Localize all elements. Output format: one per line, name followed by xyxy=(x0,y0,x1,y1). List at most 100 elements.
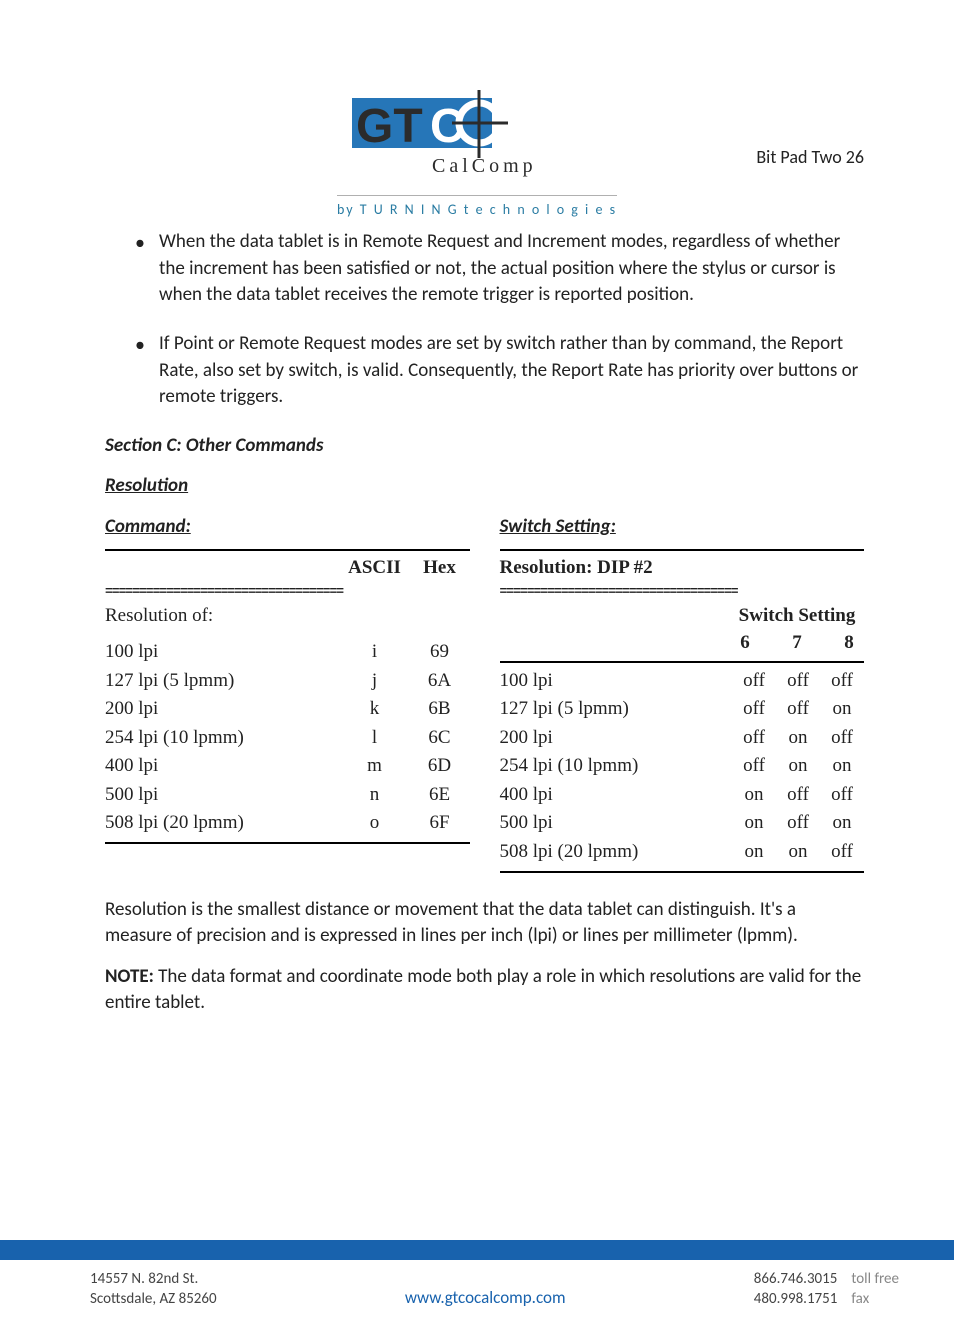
switch-label: 100 lpi xyxy=(500,668,733,695)
switch-row: 200 lpioffonoff xyxy=(500,724,865,753)
cmd-row: 508 lpi (20 lpmm)o6F xyxy=(105,809,470,838)
switch-label: 200 lpi xyxy=(500,725,733,752)
switch-row: 500 lpionoffon xyxy=(500,809,865,838)
footer-phone-fax-label: fax xyxy=(851,1290,869,1310)
footer-addr-line2: Scottsdale, AZ 85260 xyxy=(90,1290,217,1310)
bullet-item: When the data tablet is in Remote Reques… xyxy=(159,229,864,309)
switch-val-7: off xyxy=(776,668,820,695)
cmd-subhead: Resolution of: xyxy=(105,601,470,638)
logo-tagline: by T U R N I N G t e c h n o l o g i e s xyxy=(0,200,954,220)
cmd-hex: 6C xyxy=(410,725,470,752)
switch-val-8: off xyxy=(820,839,864,866)
cmd-label: 508 lpi (20 lpmm) xyxy=(105,810,340,837)
switch-col-7: 7 xyxy=(782,630,812,657)
page-number: Bit Pad Two 26 xyxy=(756,145,864,170)
cmd-hex: 69 xyxy=(410,639,470,666)
switch-val-8: on xyxy=(820,810,864,837)
content-area: When the data tablet is in Remote Reques… xyxy=(0,219,954,1017)
cmd-label: 400 lpi xyxy=(105,753,340,780)
table-divider: =================================== xyxy=(105,583,470,601)
resolution-heading: Resolution xyxy=(105,473,864,500)
switch-table: Resolution: DIP #2 =====================… xyxy=(500,549,865,873)
footer-addr-line1: 14557 N. 82nd St. xyxy=(90,1270,217,1290)
cmd-row: 100 lpii69 xyxy=(105,638,470,667)
switch-val-6: off xyxy=(732,668,776,695)
note-text: The data format and coordinate mode both… xyxy=(105,965,861,1015)
switch-row: 127 lpi (5 lpmm)offoffon xyxy=(500,695,865,724)
footer: 14557 N. 82nd St. Scottsdale, AZ 85260 w… xyxy=(0,1260,954,1325)
switch-val-7: off xyxy=(776,810,820,837)
cmd-col-hex: Hex xyxy=(410,555,470,582)
cmd-ascii: i xyxy=(340,639,410,666)
logo-svg: GT C CalComp xyxy=(342,90,612,180)
cmd-row: 500 lpin6E xyxy=(105,781,470,810)
switch-val-6: on xyxy=(732,839,776,866)
note-paragraph: NOTE: The data format and coordinate mod… xyxy=(105,964,864,1017)
cmd-row: 127 lpi (5 lpmm)j6A xyxy=(105,667,470,696)
switch-column: Switch Setting: Resolution: DIP #2 =====… xyxy=(500,514,865,877)
resolution-paragraph: Resolution is the smallest distance or m… xyxy=(105,897,864,950)
cmd-ascii: j xyxy=(340,668,410,695)
switch-row: 508 lpi (20 lpmm)ononoff xyxy=(500,838,865,867)
svg-text:GT: GT xyxy=(356,100,423,153)
switch-label: 254 lpi (10 lpmm) xyxy=(500,753,733,780)
switch-head-label: Switch Setting xyxy=(739,603,856,630)
switch-col-6: 6 xyxy=(730,630,760,657)
switch-row: 400 lpionoffoff xyxy=(500,781,865,810)
switch-val-7: on xyxy=(776,753,820,780)
command-column: Command: ASCII Hex =====================… xyxy=(105,514,470,877)
logo-underline xyxy=(337,195,617,196)
switch-label: 500 lpi xyxy=(500,810,733,837)
table-divider: =================================== xyxy=(500,583,865,601)
cmd-col-blank xyxy=(105,555,340,582)
switch-table-title: Resolution: DIP #2 xyxy=(500,551,865,584)
switch-val-6: off xyxy=(732,753,776,780)
cmd-ascii: m xyxy=(340,753,410,780)
switch-label: 400 lpi xyxy=(500,782,733,809)
switch-heading: Switch Setting: xyxy=(500,514,865,541)
footer-phone-tollfree-label: toll free xyxy=(851,1270,899,1290)
switch-val-8: on xyxy=(820,696,864,723)
cmd-ascii: k xyxy=(340,696,410,723)
switch-val-8: off xyxy=(820,782,864,809)
switch-val-6: off xyxy=(732,696,776,723)
switch-val-7: on xyxy=(776,725,820,752)
switch-val-7: off xyxy=(776,696,820,723)
switch-val-8: off xyxy=(820,668,864,695)
svg-text:CalComp: CalComp xyxy=(432,155,537,177)
cmd-label: 100 lpi xyxy=(105,639,340,666)
note-label: NOTE: xyxy=(105,965,154,988)
section-c-title: Section C: Other Commands xyxy=(105,433,864,460)
cmd-ascii: l xyxy=(340,725,410,752)
footer-url[interactable]: www.gtcocalcomp.com xyxy=(405,1286,566,1310)
cmd-ascii: o xyxy=(340,810,410,837)
cmd-row: 254 lpi (10 lpmm)l6C xyxy=(105,724,470,753)
bullet-list: When the data tablet is in Remote Reques… xyxy=(159,229,864,411)
tables-two-column: Command: ASCII Hex =====================… xyxy=(105,514,864,877)
switch-val-7: on xyxy=(776,839,820,866)
cmd-hex: 6B xyxy=(410,696,470,723)
switch-row: 100 lpioffoffoff xyxy=(500,667,865,696)
bullet-item: If Point or Remote Request modes are set… xyxy=(159,331,864,411)
switch-val-8: on xyxy=(820,753,864,780)
switch-val-6: on xyxy=(732,810,776,837)
footer-phone-tollfree: 866.746.3015 xyxy=(754,1270,838,1290)
switch-col-8: 8 xyxy=(834,630,864,657)
switch-label: 508 lpi (20 lpmm) xyxy=(500,839,733,866)
command-heading: Command: xyxy=(105,514,470,541)
cmd-label: 200 lpi xyxy=(105,696,340,723)
switch-val-7: off xyxy=(776,782,820,809)
footer-phones: 866.746.3015 toll free 480.998.1751 fax xyxy=(754,1270,899,1309)
switch-row: 254 lpi (10 lpmm)offonon xyxy=(500,752,865,781)
footer-address: 14557 N. 82nd St. Scottsdale, AZ 85260 xyxy=(90,1270,217,1309)
cmd-hex: 6F xyxy=(410,810,470,837)
footer-bar xyxy=(0,1240,954,1260)
cmd-label: 254 lpi (10 lpmm) xyxy=(105,725,340,752)
switch-label: 127 lpi (5 lpmm) xyxy=(500,696,733,723)
cmd-label: 500 lpi xyxy=(105,782,340,809)
cmd-row: 400 lpim6D xyxy=(105,752,470,781)
cmd-hex: 6A xyxy=(410,668,470,695)
cmd-row: 200 lpik6B xyxy=(105,695,470,724)
footer-phone-fax: 480.998.1751 xyxy=(754,1290,838,1310)
cmd-hex: 6E xyxy=(410,782,470,809)
